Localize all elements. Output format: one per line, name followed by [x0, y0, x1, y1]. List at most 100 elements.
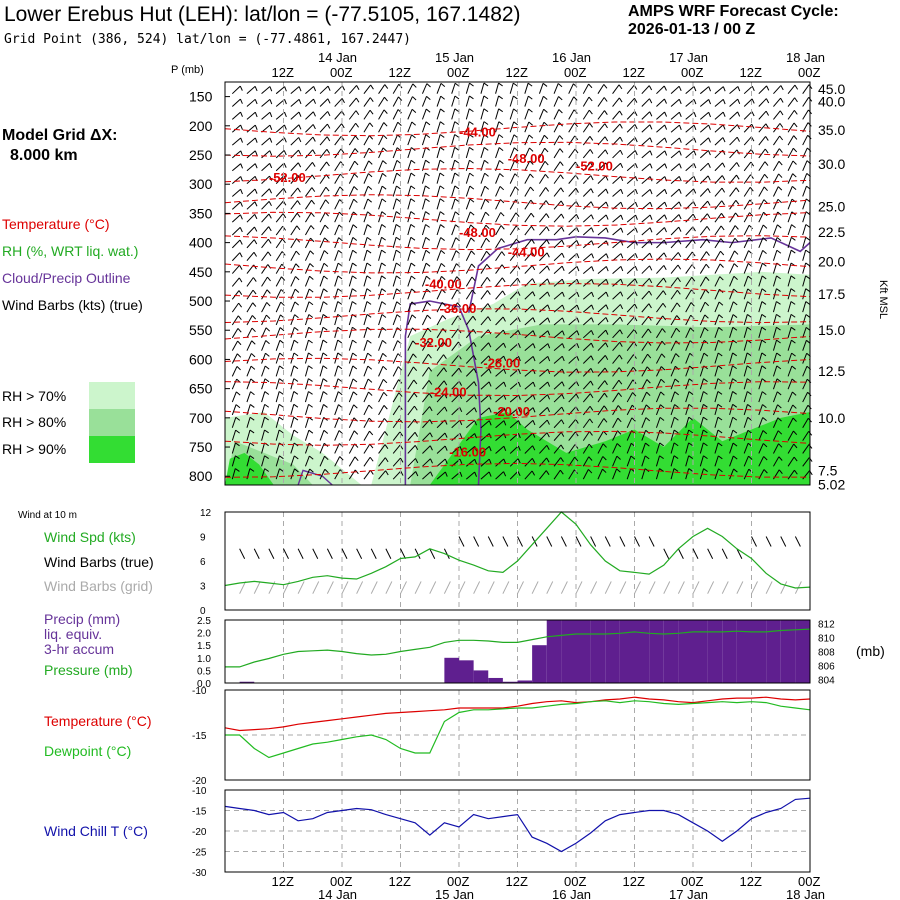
wind-barb	[787, 173, 794, 184]
wind-barb	[656, 265, 665, 274]
wind-barb-flag	[281, 276, 286, 281]
wind-barb-flag	[660, 378, 665, 383]
wind-tick-label: 9	[200, 533, 206, 544]
wind-barb-flag	[235, 455, 240, 460]
wind-barb-flag	[471, 276, 476, 282]
wind-barb	[407, 121, 413, 133]
wind-barb-flag	[605, 291, 609, 297]
wind-barb	[290, 429, 295, 441]
wind-barb	[772, 250, 778, 261]
wind-barb	[553, 419, 562, 429]
wind-barb-flag	[722, 162, 726, 168]
wind-barb	[407, 237, 412, 249]
wind-barb-flag	[498, 95, 503, 100]
wind-barb	[539, 304, 549, 313]
wind-barb-flag	[776, 352, 781, 357]
wind-barb-true	[312, 548, 319, 559]
wind-barb-flag	[354, 160, 359, 166]
wind-barb-flag	[469, 95, 474, 100]
wind-barb	[758, 263, 763, 274]
wind-barb-flag	[805, 326, 811, 331]
wind-barb-flag	[793, 456, 798, 462]
wind-barb-flag	[324, 224, 329, 230]
wind-barb-flag	[294, 455, 299, 460]
wind-barb-flag	[295, 263, 300, 268]
wind-barb	[743, 468, 750, 480]
wind-barb-flag	[620, 189, 624, 195]
wind-barb	[363, 456, 371, 467]
wind-barb-flag	[278, 403, 284, 408]
wind-barb	[363, 365, 369, 377]
wind-barb-flag	[459, 407, 463, 413]
wind-barb-flag	[517, 343, 521, 349]
wind-barb-flag	[503, 458, 507, 464]
wind-barb	[261, 302, 268, 313]
wind-barb-flag	[470, 224, 475, 229]
wind-barb-flag	[498, 134, 504, 139]
wind-barb	[319, 111, 329, 120]
wind-barb	[246, 353, 252, 364]
wind-barb	[699, 188, 709, 197]
wind-barb	[480, 224, 487, 236]
wind-barb	[436, 432, 446, 441]
wind-barb-true	[356, 548, 363, 559]
wind-barb-flag	[278, 416, 284, 421]
wind-barb-flag	[559, 135, 564, 140]
wind-barb	[275, 327, 281, 338]
wind-barb	[773, 135, 781, 146]
wind-barb-flag	[794, 84, 799, 90]
wind-barb-flag	[546, 457, 550, 463]
wind-barb-flag	[503, 355, 507, 361]
wind-barb-flag	[469, 172, 474, 177]
precip-bar	[473, 670, 489, 683]
wind-barb	[612, 291, 621, 300]
wind-barb-flag	[250, 378, 255, 383]
pressure-tick-label: 750	[189, 439, 213, 455]
wind-barb-flag	[776, 301, 781, 305]
wind-barb	[319, 136, 328, 146]
wind-barb	[392, 379, 399, 390]
wind-barb-flag	[235, 404, 241, 409]
wind-barb-flag	[298, 124, 302, 130]
wind-barb-flag	[439, 159, 445, 164]
wind-barb	[509, 458, 519, 467]
wind-barb-flag	[576, 253, 580, 259]
wind-barb-flag	[649, 214, 653, 220]
wind-barb	[480, 329, 489, 339]
wind-barb	[802, 147, 808, 159]
wind-barb	[612, 455, 618, 467]
wind-barb-flag	[455, 237, 460, 242]
wind-barb	[363, 275, 368, 287]
wind-barb-flag	[254, 112, 258, 118]
wind-barb	[612, 253, 622, 262]
wind-barb	[392, 366, 399, 377]
wind-barb-flag	[616, 443, 622, 448]
wind-barb	[743, 391, 748, 403]
wind-barb-flag	[560, 432, 565, 437]
wind-barb-flag	[472, 315, 477, 321]
wind-barb	[319, 98, 329, 107]
wind-barb-flag	[590, 201, 594, 207]
wind-barb	[685, 327, 691, 339]
grid-point-label: Grid Point (386, 524) lat/lon = (-77.486…	[4, 32, 411, 47]
wind-barb-flag	[283, 137, 287, 143]
wind-barb	[363, 160, 370, 171]
wind-barb	[231, 353, 238, 364]
wind-barb	[378, 301, 383, 313]
wind-barb-flag	[410, 224, 416, 228]
precip-bar	[444, 657, 459, 683]
wind-barb-flag	[488, 471, 492, 477]
wind-barb	[743, 378, 748, 390]
wind-barb	[304, 417, 310, 428]
wind-barb-flag	[662, 290, 667, 296]
wind-barb	[772, 275, 778, 287]
wind-barb	[348, 250, 354, 261]
wind-barb	[626, 124, 636, 133]
wind-barb-flag	[397, 366, 403, 371]
isotherm-label: -48.00	[508, 151, 545, 166]
wind-barb	[802, 379, 808, 390]
precip-bar	[678, 620, 693, 683]
wind-barb	[758, 186, 765, 197]
wind-barb	[524, 419, 534, 429]
wind-barb	[772, 378, 778, 390]
